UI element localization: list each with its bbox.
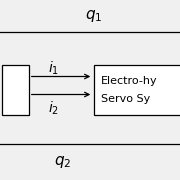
Text: Electro-hy: Electro-hy	[101, 76, 158, 86]
Text: $i_1$: $i_1$	[48, 60, 60, 77]
Text: Servo Sy: Servo Sy	[101, 94, 150, 104]
Text: $i_2$: $i_2$	[48, 99, 60, 117]
Text: $q_1$: $q_1$	[85, 8, 102, 24]
Text: $q_2$: $q_2$	[54, 154, 72, 170]
Bar	[2, 65, 29, 115]
Bar	[94, 65, 180, 115]
